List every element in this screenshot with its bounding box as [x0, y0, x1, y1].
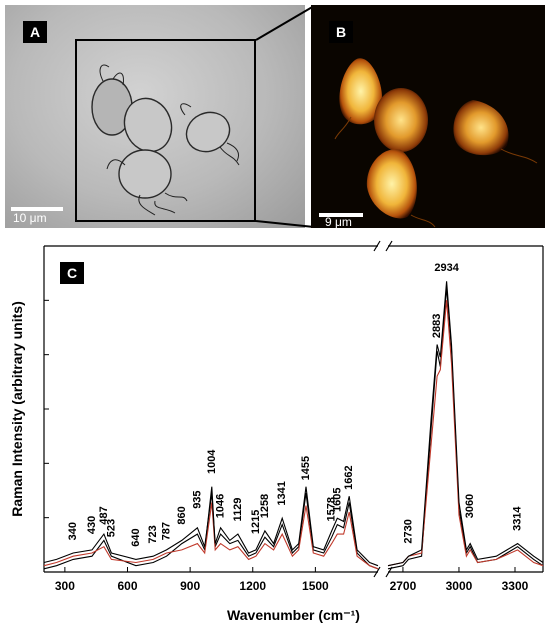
- x-tick-label: 900: [180, 579, 200, 593]
- peak-label: 935: [191, 490, 203, 508]
- peak-label: 3060: [464, 494, 476, 518]
- scale-bar-b: [319, 213, 363, 217]
- axis-break-mark: [373, 240, 381, 252]
- panel-a-label: A: [23, 21, 47, 43]
- spectrum-series-line: [43, 502, 379, 570]
- spectrum-series-line: [43, 486, 379, 567]
- peak-label: 1662: [343, 465, 355, 489]
- fluorescent-cells: [334, 58, 538, 228]
- scale-label-b: 9 μm: [325, 215, 352, 228]
- peak-label: 1605: [331, 487, 343, 511]
- peak-label: 1129: [232, 498, 244, 522]
- peak-label: 640: [130, 528, 142, 546]
- peak-label: 487: [98, 506, 110, 524]
- panel-a-micrograph: A 10 μm: [5, 5, 305, 228]
- axis-break-mark: [373, 566, 381, 578]
- scale-bar-a: [11, 207, 63, 211]
- peak-label: 1341: [276, 481, 288, 505]
- x-tick-label: 2700: [390, 579, 417, 593]
- peak-label: 2883: [431, 314, 443, 338]
- x-tick-label: 1200: [239, 579, 266, 593]
- peak-label: 340: [67, 522, 79, 540]
- x-tick-label: 1500: [302, 579, 329, 593]
- raman-spectrum-chart: 300 600 900 1200 1500 2700 3000 3300 340 43048752…: [9, 240, 544, 623]
- peak-label: 1258: [259, 494, 271, 518]
- x-tick-label: 3000: [446, 579, 473, 593]
- panel-b-label: B: [329, 21, 353, 43]
- zoom-connector: [255, 5, 315, 228]
- x-axis-title: Wavenumber (cm⁻¹): [227, 607, 360, 623]
- peak-label: 1455: [300, 456, 312, 480]
- peak-label: 430: [86, 516, 98, 534]
- peak-label: 3314: [512, 506, 524, 531]
- peak-label: 1004: [206, 449, 218, 474]
- peak-label: 523: [105, 519, 117, 537]
- brightfield-cells: [91, 64, 240, 216]
- peak-label: 860: [176, 506, 188, 524]
- scale-label-a: 10 μm: [13, 211, 47, 225]
- x-tick-label: 300: [55, 579, 75, 593]
- zoom-region-box: [75, 39, 256, 222]
- peak-label: 787: [161, 522, 173, 540]
- x-tick-label: 600: [117, 579, 137, 593]
- peak-label: 2730: [403, 519, 415, 543]
- peak-label: 1046: [215, 494, 227, 518]
- peak-label: 1578: [326, 497, 338, 521]
- x-tick-label: 3300: [502, 579, 529, 593]
- spectrum-series-line: [387, 281, 544, 567]
- panel-c-label: C: [60, 262, 84, 284]
- spectrum-series-line: [387, 300, 544, 567]
- panel-b-fluorescence: B 9 μm: [311, 5, 545, 228]
- y-axis-title: Raman Intensity (arbitrary units): [9, 301, 25, 517]
- axis-break-mark: [385, 240, 393, 252]
- peak-label: 1215: [250, 510, 262, 534]
- peak-label: 723: [147, 525, 159, 543]
- peak-label: 2934: [434, 262, 459, 274]
